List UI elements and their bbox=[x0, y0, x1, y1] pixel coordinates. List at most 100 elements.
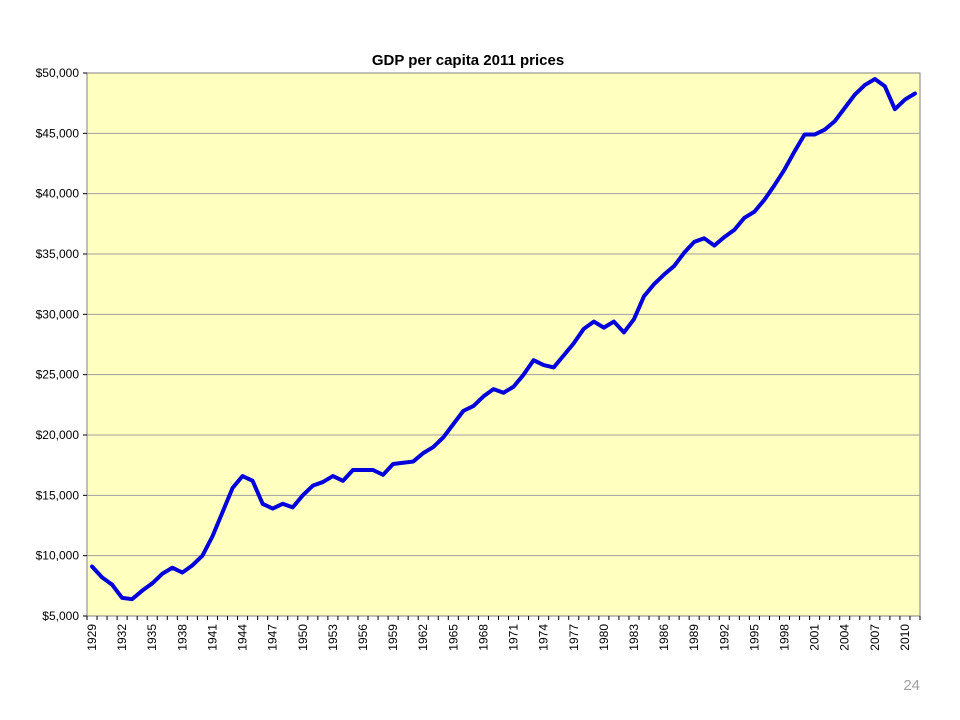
chart-title: GDP per capita 2011 prices bbox=[372, 52, 564, 69]
data-point bbox=[252, 480, 254, 482]
x-tick-label: 1929 bbox=[85, 624, 99, 651]
data-point bbox=[191, 564, 193, 566]
data-point bbox=[171, 567, 173, 569]
data-point bbox=[904, 99, 906, 101]
data-point bbox=[573, 342, 575, 344]
data-point bbox=[814, 134, 816, 136]
x-tick-label: 1959 bbox=[386, 624, 400, 651]
x-tick-label: 1932 bbox=[115, 624, 129, 651]
plot-area bbox=[86, 72, 921, 617]
data-point bbox=[91, 566, 93, 568]
data-point bbox=[332, 475, 334, 477]
x-tick-label: 2001 bbox=[808, 624, 822, 651]
data-point bbox=[543, 364, 545, 366]
data-point bbox=[472, 405, 474, 407]
data-point bbox=[412, 461, 414, 463]
x-tick-label: 1947 bbox=[266, 624, 280, 651]
x-tick-label: 1935 bbox=[145, 624, 159, 651]
data-point bbox=[834, 120, 836, 122]
data-point bbox=[563, 354, 565, 356]
data-point bbox=[773, 184, 775, 186]
x-tick-label: 1980 bbox=[597, 624, 611, 651]
data-point bbox=[523, 374, 525, 376]
data-point bbox=[854, 94, 856, 96]
data-point bbox=[452, 423, 454, 425]
x-tick-label: 1995 bbox=[747, 624, 761, 651]
data-point bbox=[583, 328, 585, 330]
data-point bbox=[623, 331, 625, 333]
data-point bbox=[723, 236, 725, 238]
x-tick-label: 2004 bbox=[838, 624, 852, 651]
data-point bbox=[312, 485, 314, 487]
data-point bbox=[262, 503, 264, 505]
data-point bbox=[101, 576, 103, 578]
y-tick-label: $15,000 bbox=[36, 488, 80, 502]
data-point bbox=[232, 487, 234, 489]
data-point bbox=[362, 469, 364, 471]
data-point bbox=[914, 93, 916, 95]
x-tick-label: 1965 bbox=[446, 624, 460, 651]
x-tick-label: 1962 bbox=[416, 624, 430, 651]
data-point bbox=[553, 366, 555, 368]
data-point bbox=[693, 241, 695, 243]
data-point bbox=[824, 129, 826, 131]
data-point bbox=[242, 475, 244, 477]
slide-number: 24 bbox=[903, 677, 920, 694]
data-point bbox=[633, 318, 635, 320]
x-tick-label: 2007 bbox=[868, 624, 882, 651]
data-point bbox=[874, 78, 876, 80]
data-point bbox=[894, 108, 896, 110]
data-point bbox=[794, 150, 796, 152]
data-point bbox=[713, 245, 715, 247]
data-point bbox=[392, 463, 394, 465]
data-point bbox=[201, 555, 203, 557]
data-point bbox=[533, 359, 535, 361]
data-point bbox=[121, 597, 123, 599]
data-point bbox=[181, 572, 183, 574]
y-tick-label: $35,000 bbox=[36, 247, 80, 261]
x-tick-label: 2010 bbox=[898, 624, 912, 651]
data-point bbox=[482, 395, 484, 397]
data-point bbox=[292, 506, 294, 508]
data-point bbox=[663, 274, 665, 276]
x-tick-label: 1968 bbox=[476, 624, 490, 651]
data-point bbox=[141, 590, 143, 592]
x-tick-label: 1971 bbox=[507, 624, 521, 651]
data-point bbox=[673, 265, 675, 267]
data-point bbox=[402, 462, 404, 464]
x-tick-label: 1986 bbox=[657, 624, 671, 651]
x-tick-label: 1953 bbox=[326, 624, 340, 651]
data-point bbox=[462, 410, 464, 412]
y-tick-label: $25,000 bbox=[36, 368, 80, 382]
x-tick-label: 1998 bbox=[778, 624, 792, 651]
y-tick-label: $40,000 bbox=[36, 187, 80, 201]
x-axis: 1929 1932 1935 1938 1941 1944 1947 1950 1953 1956… bbox=[85, 616, 921, 651]
data-point bbox=[763, 199, 765, 201]
data-point bbox=[111, 584, 113, 586]
data-point bbox=[513, 386, 515, 388]
x-tick-label: 1989 bbox=[687, 624, 701, 651]
data-point bbox=[322, 481, 324, 483]
data-point bbox=[272, 508, 274, 510]
x-tick-label: 1974 bbox=[537, 624, 551, 651]
data-point bbox=[442, 436, 444, 438]
y-tick-label: $30,000 bbox=[36, 307, 80, 321]
y-tick-label: $50,000 bbox=[36, 66, 80, 80]
data-point bbox=[804, 134, 806, 136]
y-tick-label: $5,000 bbox=[42, 609, 79, 623]
data-point bbox=[382, 474, 384, 476]
data-point bbox=[302, 494, 304, 496]
y-axis: $5,000 $10,000 $15,000 $20,000 $25,000 $30,00… bbox=[36, 66, 87, 623]
data-point bbox=[753, 211, 755, 213]
data-point bbox=[653, 283, 655, 285]
grid-lines bbox=[87, 132, 920, 557]
data-point bbox=[492, 388, 494, 390]
x-tick-label: 1956 bbox=[356, 624, 370, 651]
data-point bbox=[282, 503, 284, 505]
series-points bbox=[91, 78, 916, 600]
y-tick-label: $45,000 bbox=[36, 126, 80, 140]
data-point bbox=[221, 511, 223, 513]
x-tick-label: 1992 bbox=[717, 624, 731, 651]
data-point bbox=[151, 582, 153, 584]
x-tick-label: 1977 bbox=[567, 624, 581, 651]
